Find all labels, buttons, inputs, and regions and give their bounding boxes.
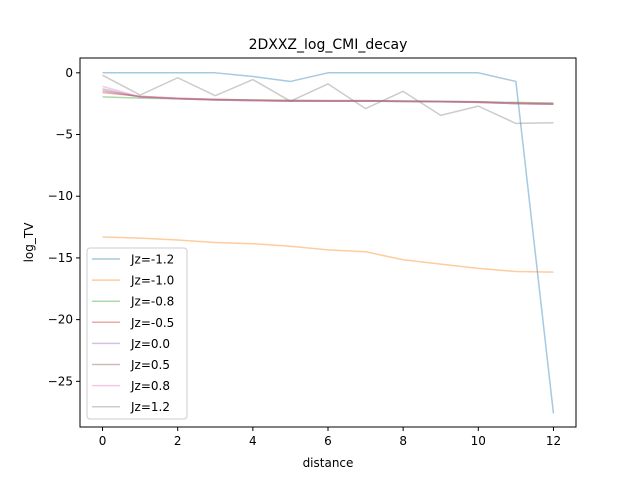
legend-label-4: Jz=0.0 bbox=[130, 337, 170, 351]
series-line-3 bbox=[102, 91, 554, 105]
x-tick-label-3: 6 bbox=[324, 434, 332, 448]
x-tick-label-1: 2 bbox=[174, 434, 182, 448]
x-axis: 0 2 4 6 8 10 12 bbox=[99, 427, 561, 448]
x-axis-label: distance bbox=[303, 456, 354, 470]
y-tick-label-4: −20 bbox=[48, 313, 73, 327]
chart-title: 2DXXZ_log_CMI_decay bbox=[249, 37, 408, 53]
x-tick-label-2: 4 bbox=[249, 434, 257, 448]
legend-label-6: Jz=0.8 bbox=[130, 379, 170, 393]
series-line-7 bbox=[102, 74, 554, 125]
legend-label-0: Jz=-1.2 bbox=[130, 253, 174, 267]
y-tick-label-5: −25 bbox=[48, 374, 73, 388]
y-axis: 0 −5 −10 −15 −20 −25 bbox=[48, 66, 80, 388]
x-tick-label-0: 0 bbox=[99, 434, 107, 448]
series-line-4 bbox=[102, 88, 554, 106]
series-line-1 bbox=[102, 236, 554, 273]
legend-label-1: Jz=-1.0 bbox=[130, 274, 174, 288]
legend: Jz=-1.2 Jz=-1.0 Jz=-0.8 Jz=-0.5 Jz=0.0 Jz=0.5… bbox=[86, 247, 188, 420]
legend-items: Jz=-1.2 Jz=-1.0 Jz=-0.8 Jz=-0.5 Jz=0.0 Jz=0.5… bbox=[92, 253, 174, 414]
x-tick-label-5: 10 bbox=[471, 434, 486, 448]
legend-box bbox=[86, 247, 188, 420]
plot-lines bbox=[102, 72, 555, 414]
x-tick-label-4: 8 bbox=[399, 434, 407, 448]
series-line-5 bbox=[102, 89, 554, 106]
y-tick-label-2: −10 bbox=[48, 189, 73, 203]
y-tick-label-1: −5 bbox=[55, 128, 73, 142]
y-axis-label: log_TV bbox=[22, 222, 36, 263]
x-tick-label-6: 12 bbox=[546, 434, 561, 448]
series-line-2 bbox=[102, 96, 554, 104]
legend-label-3: Jz=-0.5 bbox=[130, 316, 174, 330]
series-line-0 bbox=[102, 72, 555, 414]
legend-label-7: Jz=1.2 bbox=[130, 400, 170, 414]
series-line-6 bbox=[102, 85, 554, 106]
y-tick-label-0: 0 bbox=[65, 66, 73, 80]
legend-label-5: Jz=0.5 bbox=[130, 358, 170, 372]
legend-label-2: Jz=-0.8 bbox=[130, 295, 174, 309]
y-tick-label-3: −15 bbox=[48, 251, 73, 265]
